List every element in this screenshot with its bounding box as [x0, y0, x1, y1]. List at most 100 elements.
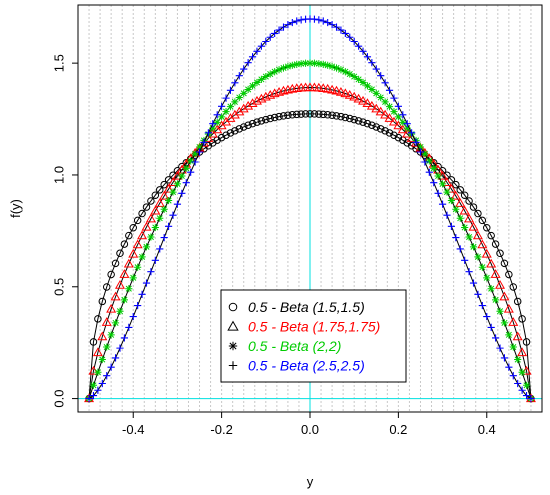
data-point — [138, 253, 146, 261]
data-point — [328, 21, 336, 29]
data-point — [460, 191, 469, 199]
data-point — [363, 53, 372, 61]
data-point — [492, 296, 500, 304]
data-point — [496, 249, 504, 258]
data-point — [324, 18, 332, 27]
data-point — [226, 129, 235, 137]
data-point — [160, 180, 168, 189]
data-point — [240, 65, 248, 73]
data-point — [478, 216, 487, 225]
data-point — [306, 59, 314, 67]
data-point — [275, 112, 283, 121]
data-point — [191, 158, 199, 166]
data-point — [240, 89, 248, 97]
data-point — [359, 78, 367, 87]
data-point — [368, 85, 376, 94]
data-point — [164, 222, 173, 230]
y-axis-label: f(y) — [8, 199, 23, 218]
data-point — [390, 131, 398, 139]
data-point — [284, 62, 292, 71]
data-point — [500, 319, 509, 327]
data-point — [430, 179, 438, 187]
data-point — [253, 78, 261, 87]
data-point — [94, 315, 102, 323]
data-point — [120, 334, 128, 342]
data-point — [114, 280, 125, 289]
data-point — [92, 347, 103, 357]
data-point — [505, 331, 513, 339]
data-point — [483, 312, 491, 321]
data-point — [399, 111, 407, 119]
data-point — [178, 172, 186, 180]
data-point — [327, 84, 338, 94]
data-point — [315, 16, 323, 24]
data-point — [375, 106, 386, 116]
data-point — [425, 168, 433, 176]
data-point — [322, 83, 333, 93]
data-point — [110, 291, 121, 301]
data-point — [133, 216, 142, 225]
data-point — [134, 263, 142, 271]
data-point — [332, 23, 341, 31]
data-point — [284, 21, 292, 29]
data-point — [137, 230, 148, 240]
data-point — [377, 72, 385, 80]
data-point — [288, 61, 296, 69]
data-point — [438, 200, 447, 208]
data-point — [266, 114, 274, 123]
data-point — [341, 29, 349, 38]
data-point — [385, 86, 394, 94]
data-point — [187, 157, 195, 165]
data-point — [156, 186, 164, 194]
data-point — [514, 379, 522, 388]
data-point — [394, 133, 403, 142]
data-point — [394, 102, 402, 110]
data-point — [490, 269, 501, 278]
legend-label: 0.5 - Beta (1.75,1.75) — [248, 319, 380, 335]
data-point — [514, 355, 522, 364]
data-point — [477, 239, 488, 249]
data-point — [499, 291, 510, 301]
data-point — [160, 234, 168, 242]
data-point — [218, 102, 226, 110]
data-point — [111, 319, 120, 327]
y-tick-label: 0.0 — [51, 390, 66, 408]
legend-label: 0.5 - Beta (2.5,2.5) — [248, 358, 365, 374]
data-point — [297, 16, 305, 24]
data-point — [371, 103, 382, 113]
data-point — [129, 312, 137, 321]
data-point — [487, 323, 495, 331]
data-point — [346, 33, 354, 41]
data-point — [238, 103, 249, 113]
data-point — [204, 129, 212, 137]
data-point — [335, 86, 346, 96]
data-point — [509, 283, 518, 291]
data-point — [103, 372, 111, 380]
data-point — [227, 320, 239, 331]
data-point — [98, 379, 106, 388]
data-point — [248, 82, 257, 90]
data-point — [163, 183, 174, 193]
data-point — [129, 224, 137, 232]
data-point — [248, 119, 257, 128]
data-point — [456, 245, 464, 253]
data-point — [518, 315, 526, 323]
data-point — [107, 331, 115, 339]
data-point — [187, 168, 195, 176]
data-point — [437, 170, 448, 180]
data-point — [341, 68, 349, 76]
data-point — [231, 98, 239, 106]
data-point — [226, 103, 235, 111]
data-point — [403, 120, 411, 128]
data-point — [486, 258, 497, 268]
data-point — [346, 114, 354, 123]
data-point — [438, 180, 447, 188]
data-point — [253, 118, 261, 126]
data-point — [434, 189, 442, 197]
data-point — [517, 347, 528, 357]
data-point — [129, 274, 137, 282]
data-point — [385, 103, 394, 111]
data-point — [340, 88, 351, 98]
data-point — [156, 214, 164, 222]
data-point — [228, 341, 238, 351]
